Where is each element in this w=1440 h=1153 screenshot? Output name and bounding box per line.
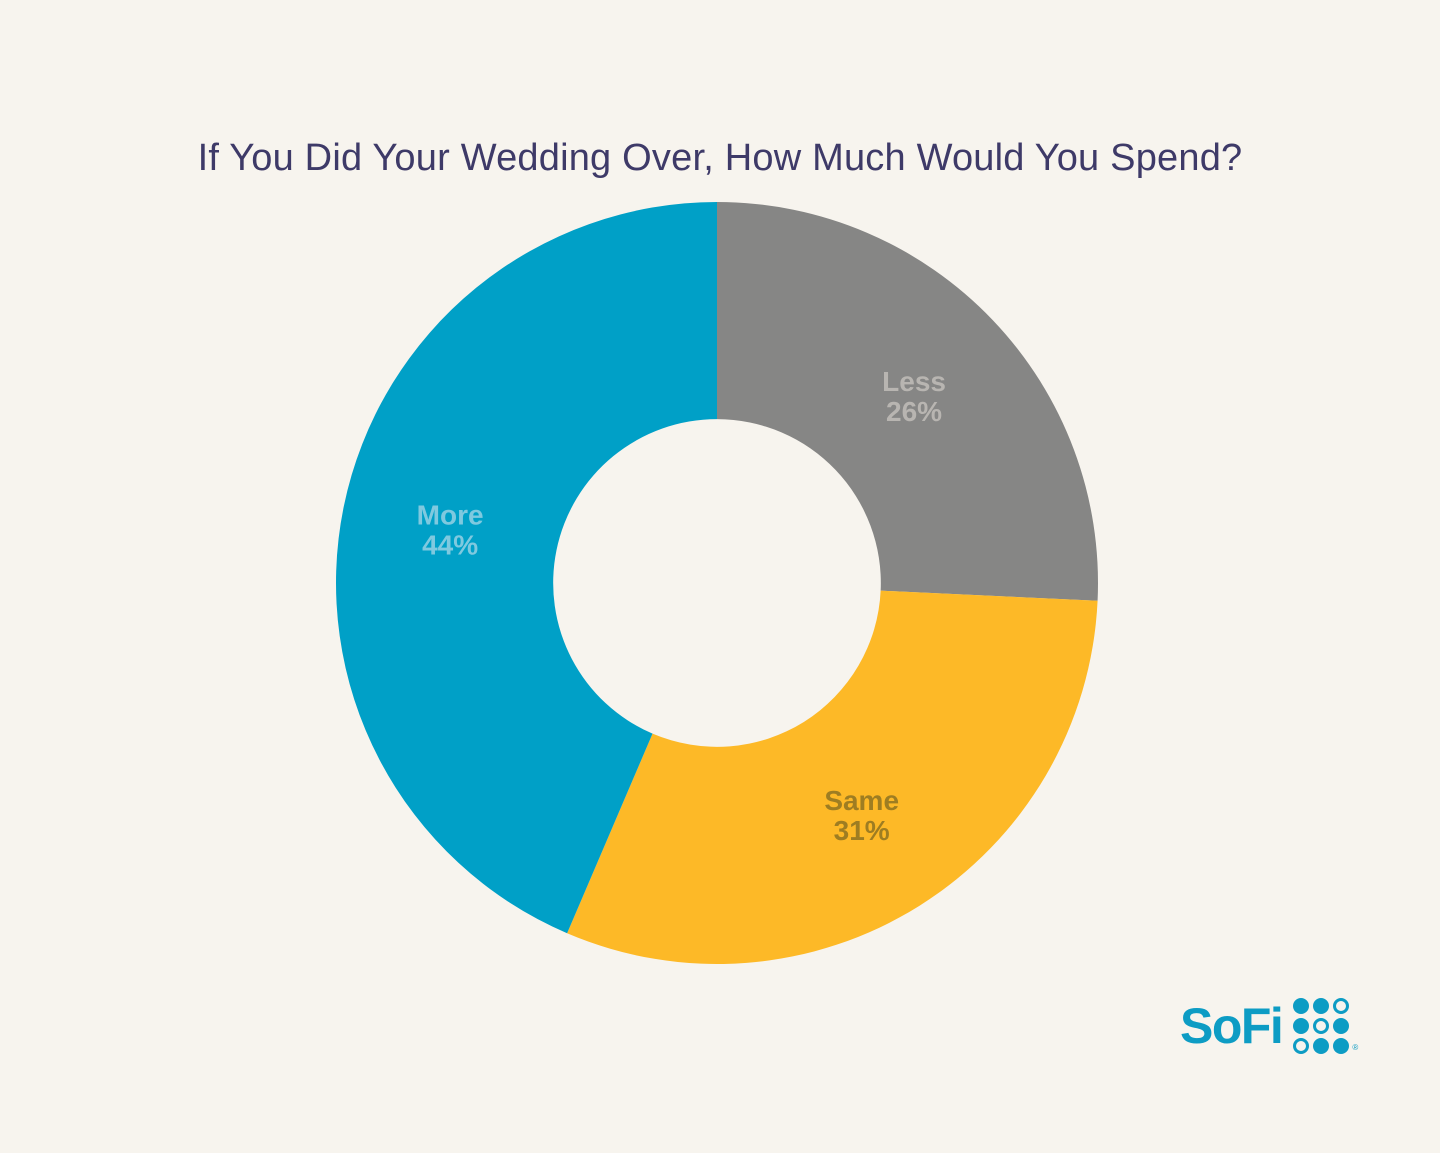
sofi-logo-grid-icon: [1293, 998, 1350, 1054]
logo-dot-filled: [1313, 1038, 1330, 1054]
donut-slice-same: [567, 590, 1098, 964]
logo-dot-filled: [1293, 998, 1310, 1014]
sofi-logo-wordmark: SoFi: [1180, 998, 1284, 1054]
page-title: If You Did Your Wedding Over, How Much W…: [197, 137, 1243, 180]
donut-slice-more: [336, 202, 717, 934]
logo-dot-filled: [1293, 1018, 1310, 1034]
logo-dot-outline: [1293, 1038, 1310, 1054]
slice-label-same: Same 31%: [824, 785, 899, 846]
logo-dot-filled: [1333, 1038, 1350, 1054]
slice-label-more: More 44%: [417, 499, 484, 560]
slice-label-less: Less 26%: [882, 366, 946, 427]
donut-slice-less: [717, 202, 1098, 601]
logo-dot-outline: [1313, 1018, 1330, 1034]
registered-trademark-mark: ®: [1352, 1043, 1359, 1052]
logo-dot-outline: [1333, 998, 1350, 1014]
sofi-logo: SoFi ®: [1180, 998, 1358, 1054]
logo-dot-filled: [1313, 998, 1330, 1014]
logo-dot-filled: [1333, 1018, 1350, 1034]
